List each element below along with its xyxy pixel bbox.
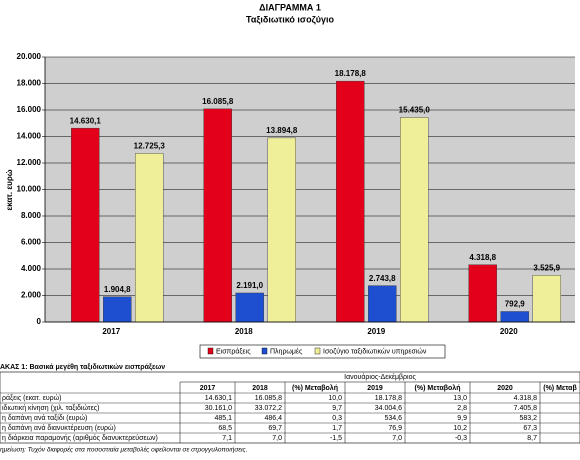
table-header: 2020 [497,385,513,392]
table-header: 2018 [252,385,268,392]
bar [235,292,264,323]
table-cell: 10,0 [328,395,342,402]
value-label: 2.191,0 [236,281,263,290]
chart-title: ΔΙΑΓΡΑΜΜΑ 1 [259,2,321,12]
bar [336,80,365,323]
legend-label: Εισπράξεις [216,347,251,355]
value-label: 792,9 [505,300,526,309]
table-cell: 33.072,2 [255,405,282,412]
table-cell: 69,7 [268,425,282,432]
table-title: ΑΚΑΣ 1: Βασικά μεγέθη ταξιδιωτικών εισπρ… [0,364,165,371]
table-cell: 485,1 [214,415,232,422]
y-tick-label: 16.000 [17,105,42,114]
value-label: 13.894,8 [266,126,298,135]
bar [103,296,132,323]
y-tick-label: 0 [37,317,42,326]
table-frame [0,371,580,444]
table-cell: 13,0 [453,395,467,402]
x-tick-label: 2019 [367,327,385,336]
y-tick-label: 20.000 [17,52,42,61]
table-cell: 16.085,8 [255,395,282,402]
table-cell: 68,5 [218,425,232,432]
y-tick-label: 18.000 [17,79,42,88]
table-cell: 7.405,8 [514,405,537,412]
bar [203,108,232,323]
table-period: Ιανουάριος-Δεκέμβριος [344,373,416,381]
y-axis-label: εκατ. ευρώ [5,169,14,210]
row-label: ιδιωτική κίνηση (χιλ. ταξιδιώτες) [2,404,99,412]
legend-swatch [314,347,321,355]
bar [468,264,497,323]
y-tick-label: 2.000 [21,291,42,300]
table-header: (%) Μεταβολή [292,384,338,392]
row-label: η δαπάνη ανά ταξίδι (ευρώ) [2,414,87,422]
bar [500,311,529,323]
y-tick-label: 14.000 [17,132,42,141]
bar [135,153,164,323]
table-cell: 7,0 [392,435,402,442]
y-tick-label: 4.000 [21,264,42,273]
table-cell: 2,8 [457,405,467,412]
table-cell: 1,7 [332,425,342,432]
x-tick-label: 2018 [235,327,253,336]
y-tick-label: 6.000 [21,238,42,247]
table-header: (%) Μεταβολή [415,384,461,392]
table-cell: 18.178,8 [375,395,402,402]
bar [532,275,561,323]
table-cell: -0,3 [455,435,467,442]
legend [199,344,446,359]
value-label: 1.904,8 [104,285,131,294]
value-label: 12.725,3 [134,141,166,150]
table-cell: 8,7 [527,435,537,442]
table-cell: 7,0 [272,435,282,442]
table-cell: -1,5 [330,435,342,442]
table-cell: 9,7 [332,405,342,412]
bar [71,127,100,323]
value-label: 2.743,8 [369,274,396,283]
value-label: 14.630,1 [70,116,102,125]
bar [267,137,296,323]
row-label: η διάρκεια παραμονής (αριθμός διανυκτερε… [2,434,158,442]
bar [368,285,397,323]
value-label: 15.435,0 [399,106,431,115]
value-label: 3.525,9 [533,263,560,272]
value-label: 16.085,8 [202,97,234,106]
table-cell: 0,3 [332,415,342,422]
y-tick-label: 8.000 [21,211,42,220]
table-cell: 76,9 [388,425,402,432]
value-label: 18.178,8 [335,69,367,78]
table-header: 2017 [200,385,216,392]
table-cell: 534,6 [384,415,402,422]
x-tick-label: 2020 [500,327,518,336]
table-cell: 9,9 [457,415,467,422]
x-tick-label: 2017 [102,327,120,336]
legend-label: Ισοζύγιο ταξιδιωτικών υπηρεσιών [323,347,427,355]
table-cell: 4.318,8 [514,395,537,402]
table-cell: 14.630,1 [205,395,232,402]
chart-subtitle: Ταξιδιωτικό ισοζύγιο [246,14,334,24]
table-note: ημείωση: Τυχόν διαφορές στα ποσοστιαία μ… [0,446,248,454]
legend-label: Πληρωμές [270,347,303,355]
legend-swatch [261,347,268,355]
legend-swatch [207,347,214,355]
y-tick-label: 10.000 [17,185,42,194]
table-cell: 34.004,6 [375,405,402,412]
value-label: 4.318,8 [469,253,496,262]
table-header: (%) Μεταβ [543,385,577,392]
table-cell: 486,4 [264,415,282,422]
table-cell: 7,1 [222,435,232,442]
table-cell: 30.161,0 [205,405,232,412]
row-label: η δαπάνη ανά διανυκτέρευση (ευρώ) [2,424,116,432]
y-tick-label: 12.000 [17,158,42,167]
table-header: 2019 [367,385,383,392]
row-label: ράξεις (εκατ. ευρώ) [2,394,61,402]
bar [400,117,429,323]
table-cell: 583,2 [519,415,537,422]
table-cell: 67,3 [523,425,537,432]
table-cell: 10,2 [453,425,467,432]
